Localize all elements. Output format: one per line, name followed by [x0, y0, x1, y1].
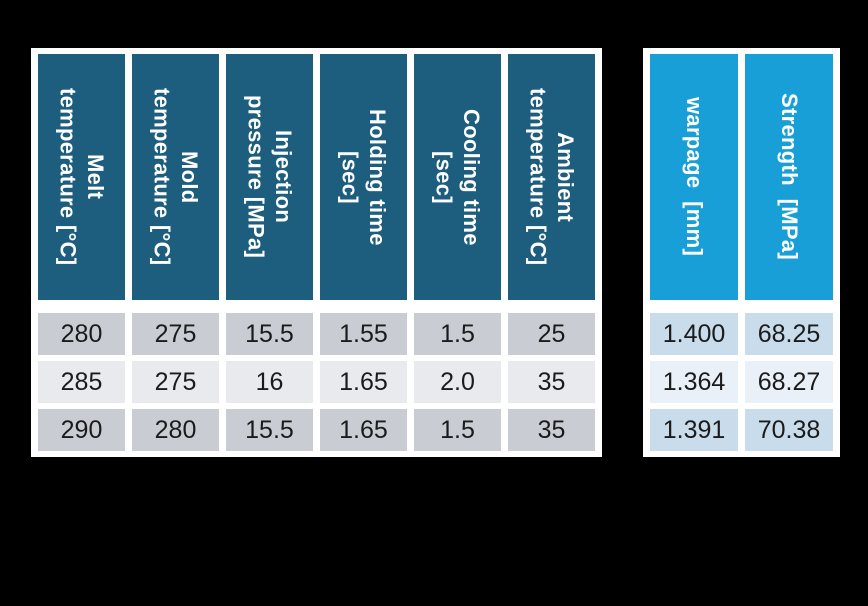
- col-header-holding-time: Holding time [sec]: [320, 54, 407, 307]
- input-parameters-table: Melt temperature [°C] Mold temperature […: [31, 48, 602, 457]
- output-table-header-row: warpage [mm] Strength [MPa]: [650, 54, 833, 307]
- output-table-row: 1.391 70.38: [650, 409, 833, 451]
- col-header-mold-temperature: Mold temperature [°C]: [132, 54, 219, 307]
- cell-r1-c1: 275: [132, 361, 219, 403]
- output-table-row: 1.364 68.27: [650, 361, 833, 403]
- col-header-melt-temperature: Melt temperature [°C]: [38, 54, 125, 307]
- cell-r0-c5: 25: [508, 313, 595, 355]
- cell-r1-c5: 35: [508, 361, 595, 403]
- cell-r0-c2: 15.5: [226, 313, 313, 355]
- output-results-table: warpage [mm] Strength [MPa] 1.400 68.25 …: [643, 48, 840, 457]
- cell-out-r2-c0: 1.391: [650, 409, 738, 451]
- cell-r2-c5: 35: [508, 409, 595, 451]
- cell-r2-c0: 290: [38, 409, 125, 451]
- cell-r2-c1: 280: [132, 409, 219, 451]
- cell-r0-c0: 280: [38, 313, 125, 355]
- cell-r2-c2: 15.5: [226, 409, 313, 451]
- cell-r0-c3: 1.55: [320, 313, 407, 355]
- cell-out-r1-c1: 68.27: [745, 361, 833, 403]
- cell-out-r1-c0: 1.364: [650, 361, 738, 403]
- col-header-strength: Strength [MPa]: [745, 54, 833, 307]
- col-header-injection-pressure: Injection pressure [MPa]: [226, 54, 313, 307]
- input-table-row: 290 280 15.5 1.65 1.5 35: [38, 409, 595, 451]
- cell-out-r0-c1: 68.25: [745, 313, 833, 355]
- output-table-row: 1.400 68.25: [650, 313, 833, 355]
- cell-r0-c1: 275: [132, 313, 219, 355]
- cell-r0-c4: 1.5: [414, 313, 501, 355]
- input-table-row: 285 275 16 1.65 2.0 35: [38, 361, 595, 403]
- cell-out-r2-c1: 70.38: [745, 409, 833, 451]
- cell-r1-c4: 2.0: [414, 361, 501, 403]
- cell-r1-c2: 16: [226, 361, 313, 403]
- input-table-header-row: Melt temperature [°C] Mold temperature […: [38, 54, 595, 307]
- col-header-warpage: warpage [mm]: [650, 54, 738, 307]
- input-table-row: 280 275 15.5 1.55 1.5 25: [38, 313, 595, 355]
- cell-r2-c4: 1.5: [414, 409, 501, 451]
- cell-r1-c0: 285: [38, 361, 125, 403]
- cell-r1-c3: 1.65: [320, 361, 407, 403]
- col-header-ambient-temperature: Ambient temperature [°C]: [508, 54, 595, 307]
- cell-out-r0-c0: 1.400: [650, 313, 738, 355]
- cell-r2-c3: 1.65: [320, 409, 407, 451]
- col-header-cooling-time: Cooling time [sec]: [414, 54, 501, 307]
